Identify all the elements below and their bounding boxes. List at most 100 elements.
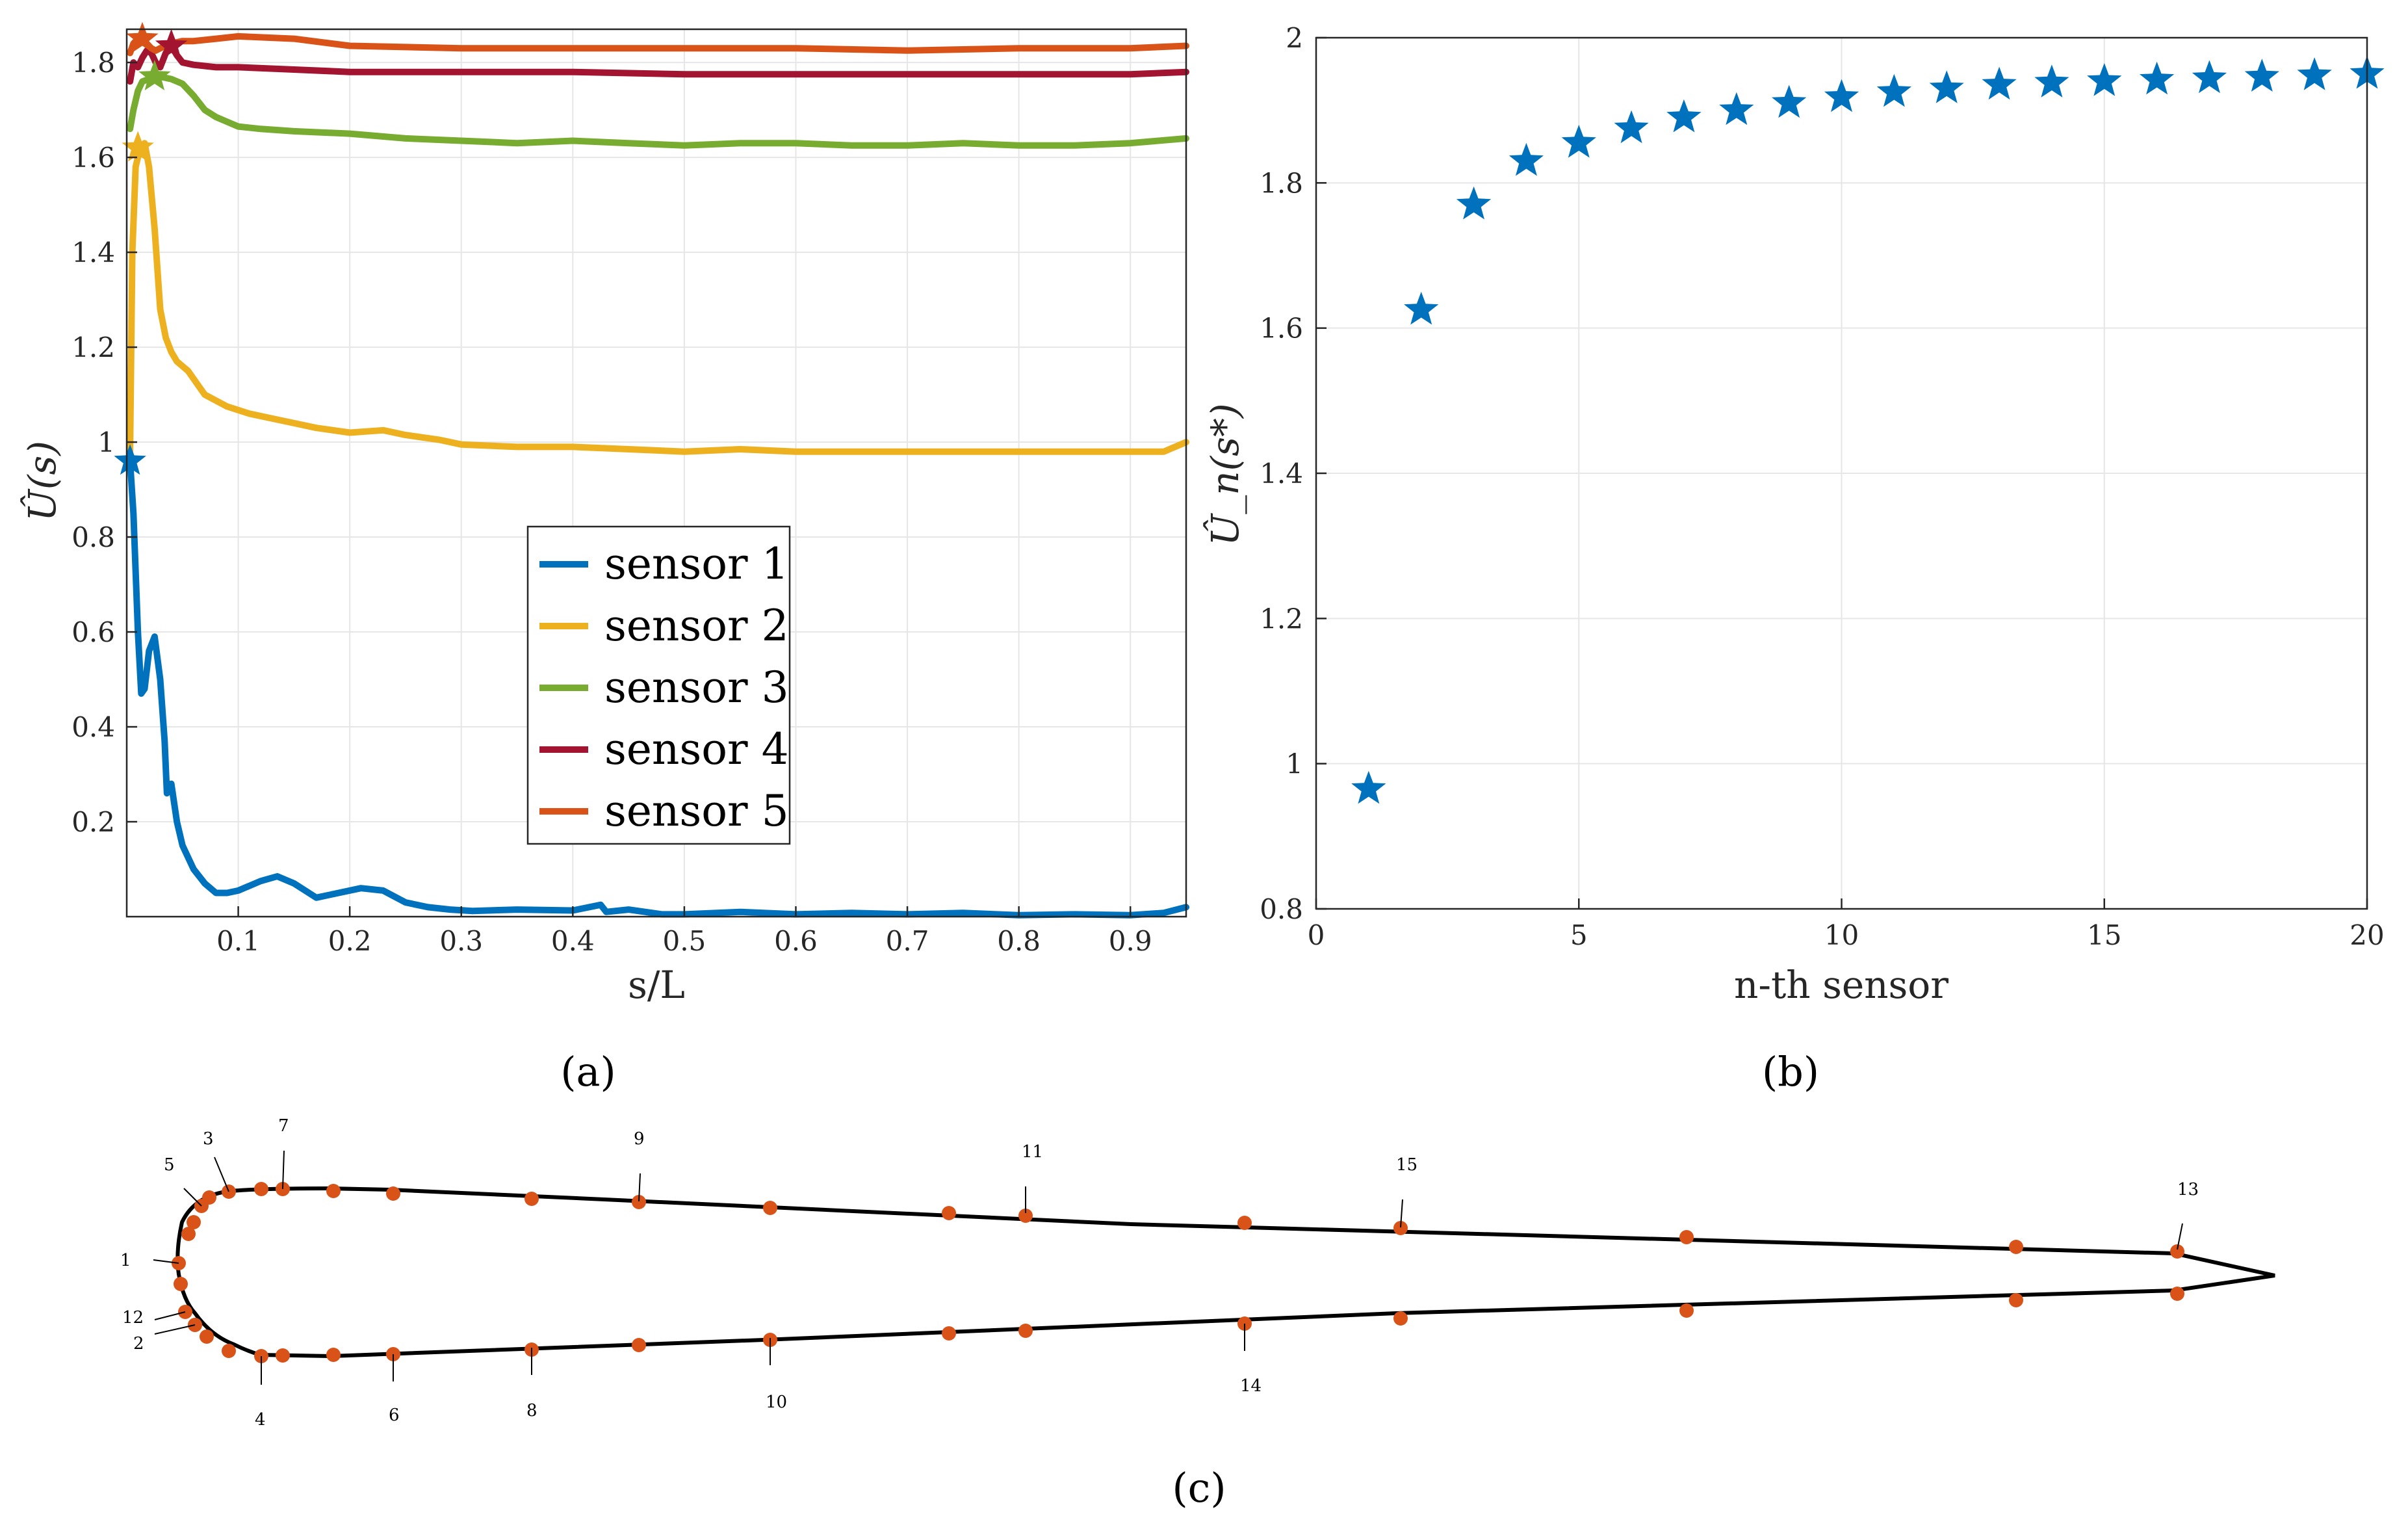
sensor-dot — [254, 1182, 268, 1196]
leader-line-3 — [214, 1157, 229, 1192]
sensor-dot — [174, 1277, 188, 1291]
chart-a-ticks: 0.1 0.2 0.3 0.4 0.5 0.6 0.7 0.8 0.9 0.2 0.4 0.6 0.8 1… — [71, 47, 1152, 957]
b-xtick-label: 10 — [1824, 919, 1859, 951]
a-ytick-label: 1.8 — [71, 47, 115, 79]
a-xtick-label: 0.2 — [328, 925, 372, 957]
a-ytick-label: 1.4 — [71, 237, 115, 268]
series-line-sensor-1 — [127, 458, 1189, 919]
legend-label-1: sensor 1 — [604, 539, 789, 589]
sensor-dot — [1018, 1209, 1033, 1223]
sensor-point-16 — [2140, 61, 2175, 95]
sensor-point-12 — [1929, 70, 1964, 103]
a-xtick-label: 0.4 — [551, 925, 595, 957]
leader-line-5 — [183, 1188, 202, 1207]
chart-a-legend: sensor 1 sensor 2 sensor 3 sensor 4 sensor 5 — [526, 525, 791, 845]
sensor-dot — [1237, 1216, 1252, 1230]
sensor-point-7 — [1666, 99, 1702, 133]
peak-marker-sensor-2 — [122, 131, 154, 162]
b-ytick-label: 1 — [1286, 748, 1303, 780]
a-xtick-label: 0.3 — [439, 925, 483, 957]
sensor-point-1 — [1351, 770, 1386, 804]
sensor-dot — [942, 1326, 956, 1341]
sensor-dot — [181, 1227, 196, 1241]
sensor-dot — [2009, 1293, 2023, 1307]
peak-marker-sensor-5 — [126, 21, 159, 53]
sensor-point-8 — [1719, 92, 1754, 125]
a-ytick-label: 1.6 — [71, 142, 115, 174]
leader-line-9 — [638, 1173, 641, 1202]
panel-label-b: (b) — [1762, 1048, 1819, 1095]
a-xtick-label: 0.1 — [216, 925, 260, 957]
a-xtick-label: 0.6 — [774, 925, 818, 957]
sensor-dot — [1679, 1230, 1694, 1244]
b-xtick-label: 20 — [2350, 919, 2384, 951]
sensor-dot — [2170, 1287, 2184, 1301]
a-ytick-label: 0.4 — [71, 711, 115, 743]
sensor-point-10 — [1824, 79, 1859, 112]
b-xtick-label: 0 — [1308, 919, 1325, 951]
sensor-point-17 — [2192, 60, 2227, 94]
leader-line-15 — [1400, 1199, 1403, 1228]
leader-line-13 — [2177, 1223, 2183, 1250]
sensor-point-13 — [1982, 66, 2017, 100]
sensor-point-18 — [2244, 59, 2279, 92]
sensor-label-13: 13 — [2177, 1180, 2199, 1199]
sensor-dot — [1679, 1303, 1694, 1318]
series-line-sensor-4 — [127, 42, 1189, 85]
sensor-dot — [276, 1348, 290, 1363]
panel-label-c: (c) — [1172, 1464, 1226, 1511]
sensor-label-9: 9 — [634, 1129, 645, 1149]
sensor-point-4 — [1508, 142, 1544, 176]
sensor-label-8: 8 — [526, 1401, 537, 1420]
b-ytick-label: 1.4 — [1260, 458, 1303, 490]
chart-b-xlabel: n-th sensor — [1734, 963, 1948, 1007]
leader-line-12 — [154, 1311, 186, 1320]
sensor-point-14 — [2034, 64, 2069, 98]
sensor-point-19 — [2297, 57, 2332, 90]
a-ytick-label: 1 — [97, 426, 115, 458]
sensor-point-2 — [1404, 291, 1439, 325]
panel-label-a: (a) — [560, 1048, 615, 1095]
sensor-dot — [1393, 1221, 1408, 1235]
a-xtick-label: 0.9 — [1109, 925, 1152, 957]
sensor-dot — [326, 1184, 341, 1198]
sensor-dot — [1393, 1311, 1408, 1326]
sensor-dot — [632, 1195, 646, 1209]
chart-a-ylabel: Û(s) — [20, 441, 64, 521]
sensor-label-15: 15 — [1396, 1155, 1418, 1175]
a-ytick-label: 0.6 — [71, 616, 115, 648]
sensor-dot — [326, 1348, 341, 1362]
chart-b: 0 5 10 15 20 0.8 1 1.2 1.4 1.6 1.8 2 n-th sensor Û_… — [1203, 22, 2385, 1095]
b-ytick-label: 2 — [1286, 22, 1303, 54]
sensor-labels: 1 2 3 4 5 6 7 8 9 10 11 12 13 14 15 — [120, 1116, 2199, 1430]
series-line-sensor-2 — [127, 140, 1189, 455]
peak-marker-sensor-4 — [155, 29, 188, 60]
a-ytick-label: 0.8 — [71, 521, 115, 553]
airfoil-outline — [175, 1186, 2275, 1359]
sensor-dot — [386, 1186, 400, 1201]
leader-line-1 — [153, 1259, 179, 1264]
sensor-point-6 — [1614, 110, 1649, 144]
sensor-label-4: 4 — [255, 1410, 266, 1430]
b-ytick-label: 1.2 — [1260, 603, 1303, 635]
sensor-label-14: 14 — [1240, 1376, 1262, 1396]
leader-line-2 — [154, 1324, 196, 1335]
chart-b-ticks: 0 5 10 15 20 0.8 1 1.2 1.4 1.6 1.8 2 — [1260, 22, 2385, 951]
sensor-label-11: 11 — [1022, 1142, 1043, 1162]
a-xtick-label: 0.5 — [662, 925, 706, 957]
legend-label-2: sensor 2 — [604, 601, 789, 651]
chart-a-xlabel: s/L — [628, 963, 685, 1007]
sensor-dot — [632, 1338, 646, 1352]
sensor-label-6: 6 — [389, 1406, 400, 1425]
b-ytick-label: 1.8 — [1260, 167, 1303, 199]
sensor-dot — [524, 1192, 539, 1206]
sensor-dots — [172, 1182, 2184, 1363]
diagram-c: 1 2 3 4 5 6 7 8 9 10 11 12 13 14 15 (c) — [120, 1116, 2275, 1511]
chart-a-markers — [114, 21, 188, 475]
sensor-label-7: 7 — [278, 1116, 289, 1136]
sensor-label-5: 5 — [164, 1155, 175, 1175]
a-ytick-label: 1.2 — [71, 332, 115, 363]
sensor-point-5 — [1561, 124, 1596, 158]
sensor-dot — [200, 1329, 214, 1344]
